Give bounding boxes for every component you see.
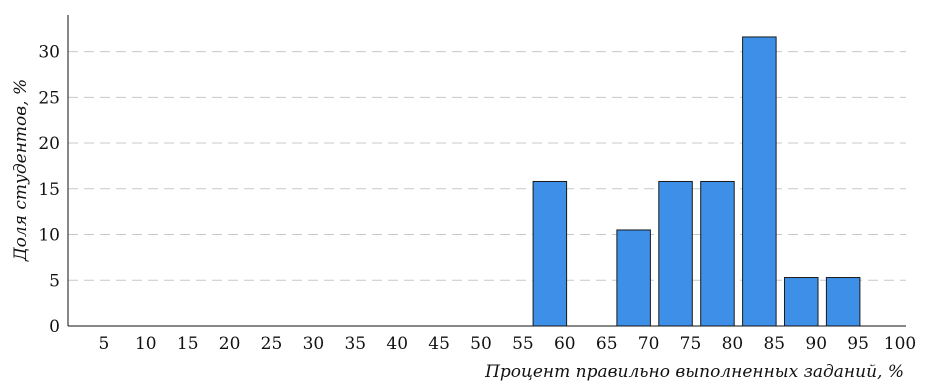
histogram-bar	[783, 277, 819, 327]
x-tick-label: 75	[680, 334, 702, 354]
x-tick-label: 25	[261, 334, 283, 354]
y-tick-label: 30	[38, 43, 60, 63]
x-axis-title: Процент правильно выполненных заданий, %	[484, 362, 904, 381]
x-tick-label: 90	[805, 334, 827, 354]
x-tick-label: 10	[135, 334, 157, 354]
x-tick-label: 60	[554, 334, 576, 354]
x-tick-label: 50	[470, 334, 492, 354]
x-tick-label: 45	[428, 334, 450, 354]
y-tick-label: 10	[38, 226, 60, 246]
histogram-bar	[825, 277, 861, 327]
histogram-bar	[742, 36, 777, 327]
x-tick-label: 95	[847, 334, 869, 354]
x-tick-label: 70	[638, 334, 660, 354]
y-tick-label: 20	[38, 134, 60, 154]
x-tick-label: 100	[884, 334, 916, 354]
y-tick-label: 15	[38, 180, 60, 200]
histogram-bar	[532, 180, 568, 327]
x-tick-label: 20	[219, 334, 241, 354]
x-tick-label: 5	[98, 334, 109, 354]
y-tick-label: 25	[38, 88, 60, 108]
histogram-bar	[658, 180, 693, 327]
x-tick-label: 30	[303, 334, 325, 354]
y-tick-label: 0	[49, 317, 60, 337]
x-tick-label: 65	[596, 334, 618, 354]
y-axis-title: Доля студентов, %	[11, 79, 31, 262]
x-tick-label: 80	[722, 334, 744, 354]
x-tick-label: 85	[763, 334, 785, 354]
histogram-bar	[700, 180, 735, 327]
x-tick-label: 15	[177, 334, 199, 354]
histogram-bar	[616, 229, 651, 327]
x-tick-label: 35	[344, 334, 366, 354]
x-tick-label: 55	[512, 334, 534, 354]
x-tick-label: 40	[386, 334, 408, 354]
y-tick-label: 5	[49, 271, 60, 291]
